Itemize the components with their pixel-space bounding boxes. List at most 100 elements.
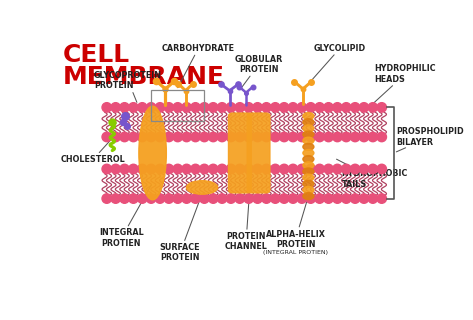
Ellipse shape bbox=[297, 194, 307, 203]
Ellipse shape bbox=[182, 103, 192, 112]
Ellipse shape bbox=[288, 164, 298, 174]
Ellipse shape bbox=[324, 103, 333, 112]
Ellipse shape bbox=[280, 132, 289, 142]
Ellipse shape bbox=[120, 132, 129, 142]
Ellipse shape bbox=[164, 103, 174, 112]
Text: CELL
MEMBRANE: CELL MEMBRANE bbox=[63, 43, 225, 89]
Text: GLYCOLIPID: GLYCOLIPID bbox=[305, 44, 366, 88]
Ellipse shape bbox=[111, 103, 121, 112]
Ellipse shape bbox=[102, 103, 112, 112]
Ellipse shape bbox=[303, 131, 314, 138]
Ellipse shape bbox=[271, 103, 280, 112]
Ellipse shape bbox=[173, 164, 183, 174]
Ellipse shape bbox=[102, 132, 112, 142]
Ellipse shape bbox=[173, 132, 183, 142]
Ellipse shape bbox=[306, 194, 315, 203]
Ellipse shape bbox=[209, 103, 218, 112]
Ellipse shape bbox=[191, 194, 200, 203]
Ellipse shape bbox=[138, 132, 147, 142]
Ellipse shape bbox=[146, 194, 156, 203]
Ellipse shape bbox=[368, 103, 377, 112]
Text: PROTEIN
CHANNEL: PROTEIN CHANNEL bbox=[225, 191, 268, 252]
Ellipse shape bbox=[217, 194, 227, 203]
Ellipse shape bbox=[297, 164, 307, 174]
Ellipse shape bbox=[155, 194, 165, 203]
Ellipse shape bbox=[306, 132, 315, 142]
Ellipse shape bbox=[315, 132, 324, 142]
Ellipse shape bbox=[262, 194, 271, 203]
Ellipse shape bbox=[303, 137, 314, 144]
Ellipse shape bbox=[186, 181, 218, 194]
Ellipse shape bbox=[280, 103, 289, 112]
Ellipse shape bbox=[235, 103, 245, 112]
Ellipse shape bbox=[333, 132, 342, 142]
Ellipse shape bbox=[342, 194, 351, 203]
Ellipse shape bbox=[244, 132, 254, 142]
Ellipse shape bbox=[303, 168, 314, 175]
Ellipse shape bbox=[303, 156, 314, 163]
Ellipse shape bbox=[209, 164, 218, 174]
Ellipse shape bbox=[102, 194, 112, 203]
Ellipse shape bbox=[102, 164, 112, 174]
Ellipse shape bbox=[164, 164, 174, 174]
Ellipse shape bbox=[262, 103, 271, 112]
Ellipse shape bbox=[350, 194, 360, 203]
Ellipse shape bbox=[138, 164, 147, 174]
Ellipse shape bbox=[288, 132, 298, 142]
Ellipse shape bbox=[306, 164, 315, 174]
Ellipse shape bbox=[209, 132, 218, 142]
Ellipse shape bbox=[129, 103, 138, 112]
Text: (INTEGRAL PROTIEN): (INTEGRAL PROTIEN) bbox=[263, 250, 328, 255]
Ellipse shape bbox=[138, 103, 147, 112]
Ellipse shape bbox=[359, 132, 369, 142]
Ellipse shape bbox=[303, 180, 314, 187]
Ellipse shape bbox=[350, 164, 360, 174]
Ellipse shape bbox=[217, 103, 227, 112]
Ellipse shape bbox=[280, 194, 289, 203]
Ellipse shape bbox=[359, 164, 369, 174]
FancyBboxPatch shape bbox=[247, 113, 270, 193]
Ellipse shape bbox=[226, 132, 236, 142]
Ellipse shape bbox=[129, 132, 138, 142]
Ellipse shape bbox=[244, 164, 254, 174]
Ellipse shape bbox=[155, 164, 165, 174]
Ellipse shape bbox=[262, 164, 271, 174]
Ellipse shape bbox=[129, 164, 138, 174]
Ellipse shape bbox=[303, 125, 314, 132]
Ellipse shape bbox=[191, 103, 200, 112]
Ellipse shape bbox=[200, 103, 209, 112]
Ellipse shape bbox=[217, 132, 227, 142]
Ellipse shape bbox=[164, 132, 174, 142]
Ellipse shape bbox=[350, 103, 360, 112]
Ellipse shape bbox=[253, 164, 263, 174]
Ellipse shape bbox=[235, 164, 245, 174]
Text: INTEGRAL
PROTIEN: INTEGRAL PROTIEN bbox=[99, 185, 151, 248]
Text: CHOLESTEROL: CHOLESTEROL bbox=[61, 140, 126, 164]
Ellipse shape bbox=[303, 113, 314, 119]
Ellipse shape bbox=[368, 164, 377, 174]
Ellipse shape bbox=[111, 194, 121, 203]
Ellipse shape bbox=[306, 103, 315, 112]
Ellipse shape bbox=[111, 164, 121, 174]
Text: GLOBULAR
PROTEIN: GLOBULAR PROTEIN bbox=[235, 55, 283, 89]
Ellipse shape bbox=[155, 132, 165, 142]
Ellipse shape bbox=[368, 194, 377, 203]
Ellipse shape bbox=[303, 162, 314, 169]
Ellipse shape bbox=[377, 164, 386, 174]
Ellipse shape bbox=[253, 132, 263, 142]
Ellipse shape bbox=[342, 164, 351, 174]
Ellipse shape bbox=[297, 132, 307, 142]
Ellipse shape bbox=[120, 103, 129, 112]
Ellipse shape bbox=[235, 132, 245, 142]
Ellipse shape bbox=[342, 103, 351, 112]
Ellipse shape bbox=[235, 194, 245, 203]
Ellipse shape bbox=[303, 143, 314, 150]
FancyBboxPatch shape bbox=[228, 113, 251, 193]
Ellipse shape bbox=[280, 164, 289, 174]
Text: HYDROPHILIC
HEADS: HYDROPHILIC HEADS bbox=[371, 64, 436, 106]
Ellipse shape bbox=[342, 132, 351, 142]
Ellipse shape bbox=[217, 164, 227, 174]
Ellipse shape bbox=[315, 194, 324, 203]
Ellipse shape bbox=[200, 194, 209, 203]
Ellipse shape bbox=[146, 103, 156, 112]
